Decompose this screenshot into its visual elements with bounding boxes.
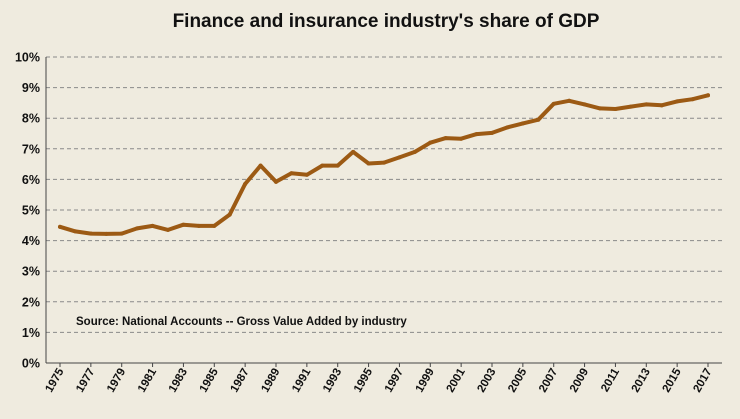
data-point — [166, 227, 170, 232]
data-point — [397, 155, 402, 160]
data-point — [335, 163, 340, 168]
y-tick-label: 1% — [22, 326, 40, 340]
y-tick-label: 9% — [22, 81, 40, 95]
data-point — [490, 130, 494, 135]
data-point — [582, 102, 587, 107]
data-point — [567, 98, 572, 103]
data-point — [690, 97, 695, 102]
data-point — [119, 231, 124, 236]
data-point — [706, 93, 710, 98]
data-point — [412, 149, 417, 154]
y-tick-label: 10% — [15, 51, 40, 65]
data-point — [212, 223, 217, 228]
axes — [45, 57, 722, 364]
data-point — [443, 136, 448, 141]
y-tick-label: 8% — [22, 112, 40, 126]
data-point — [551, 101, 556, 106]
y-tick-label: 3% — [22, 265, 40, 279]
y-tick-label: 7% — [22, 142, 40, 156]
data-point — [428, 140, 433, 145]
data-point — [366, 161, 371, 166]
data-point — [598, 106, 602, 111]
data-point — [536, 117, 541, 122]
data-point — [289, 171, 294, 176]
y-tick-label: 4% — [22, 234, 40, 248]
data-point — [628, 104, 633, 109]
data-point — [150, 223, 155, 228]
data-point — [505, 125, 510, 130]
data-point — [474, 132, 479, 137]
y-axis-tick-labels: 0% 1% 2% 3% 4% 5% 6% 7% 8% 9% 10% — [15, 51, 40, 371]
data-point — [304, 172, 309, 177]
data-point — [73, 229, 78, 234]
data-point — [181, 222, 186, 227]
data-point — [104, 231, 109, 236]
data-point — [88, 231, 93, 236]
data-point — [58, 224, 62, 229]
y-tick-label: 5% — [22, 204, 40, 218]
data-point — [258, 163, 263, 168]
data-point — [613, 107, 618, 112]
data-point — [227, 212, 232, 217]
data-point — [274, 179, 278, 184]
y-tick-label: 6% — [22, 173, 40, 187]
data-point — [351, 149, 356, 154]
data-point — [675, 99, 680, 104]
data-point — [320, 163, 325, 168]
data-point — [243, 181, 248, 186]
data-point — [644, 102, 649, 107]
data-point — [196, 223, 201, 228]
source-annotation: Source: National Accounts -- Gross Value… — [76, 316, 407, 328]
y-tick-label: 2% — [22, 295, 40, 309]
y-tick-label: 0% — [22, 357, 40, 371]
data-point — [459, 136, 464, 141]
data-point — [659, 103, 664, 108]
gridlines — [46, 56, 722, 333]
data-point — [520, 121, 525, 126]
data-point — [382, 160, 386, 165]
series-layer — [58, 93, 710, 236]
data-point — [135, 226, 140, 231]
chart-title: Finance and insurance industry's share o… — [173, 11, 600, 32]
